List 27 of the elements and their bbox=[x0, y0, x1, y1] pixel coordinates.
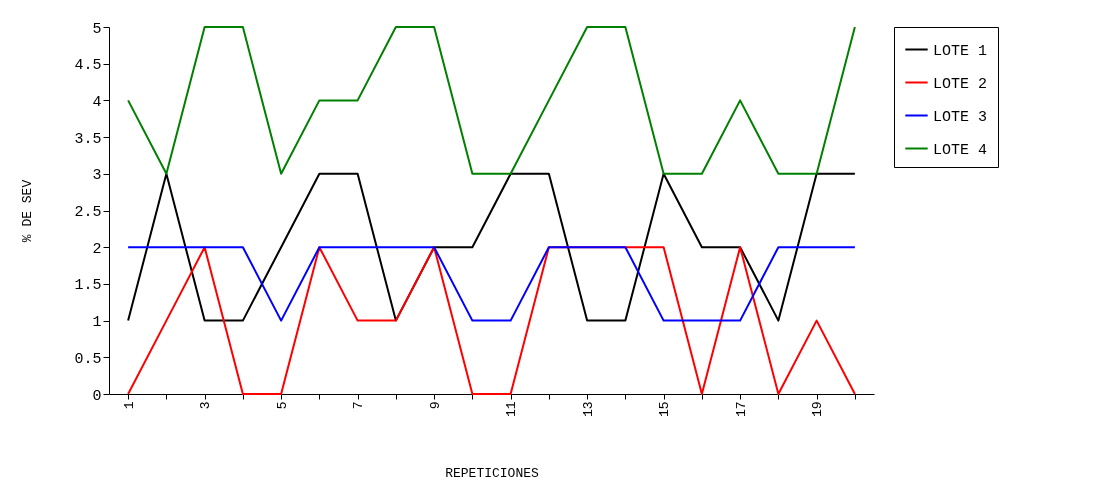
legend-label: LOTE 2 bbox=[933, 75, 988, 93]
y-tick-label: 3 bbox=[92, 167, 102, 185]
x-tick-label: 3 bbox=[198, 401, 214, 410]
x-tick-label: 13 bbox=[580, 401, 596, 418]
y-tick-label: 4 bbox=[92, 93, 102, 111]
legend-label: LOTE 4 bbox=[933, 141, 988, 159]
x-tick-label: 5 bbox=[274, 401, 290, 410]
y-tick-label: 0 bbox=[92, 387, 102, 405]
y-tick-label: 2 bbox=[92, 240, 102, 258]
y-tick-label: 1 bbox=[92, 314, 102, 332]
x-tick-label: 1 bbox=[121, 401, 137, 410]
y-tick-label: 0.5 bbox=[74, 350, 102, 368]
x-axis-title: REPETICIONES bbox=[445, 466, 539, 482]
x-tick-label: 9 bbox=[427, 401, 443, 410]
x-tick-label: 7 bbox=[351, 401, 367, 410]
x-tick-label: 19 bbox=[810, 401, 826, 418]
y-tick-label: 1.5 bbox=[74, 277, 102, 295]
y-tick-label: 2.5 bbox=[74, 204, 102, 221]
x-tick-label: 15 bbox=[657, 401, 673, 418]
y-axis-title: % DE SEV bbox=[20, 179, 36, 243]
x-tick-label: 17 bbox=[733, 401, 749, 418]
y-tick-label: 4.5 bbox=[74, 57, 102, 75]
y-tick-label: 5 bbox=[92, 20, 102, 38]
legend-label: LOTE 1 bbox=[933, 42, 988, 60]
x-tick-label: 11 bbox=[504, 401, 520, 418]
y-tick-label: 3.5 bbox=[74, 130, 102, 148]
legend-label: LOTE 3 bbox=[933, 108, 988, 126]
